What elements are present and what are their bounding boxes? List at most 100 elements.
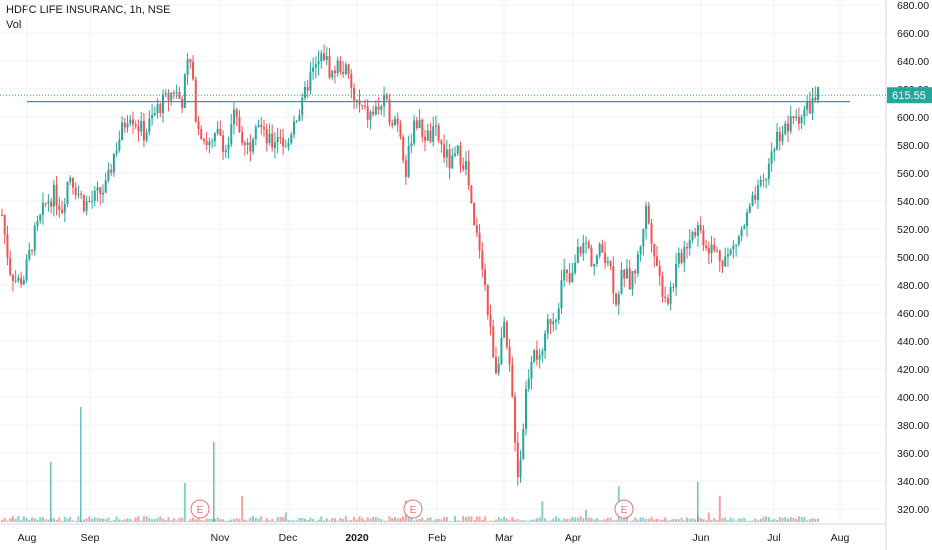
x-tick-label: Sep (81, 532, 100, 544)
candle-body (702, 229, 705, 246)
volume-bar (429, 517, 432, 522)
volume-bar (538, 517, 541, 522)
candle-body (25, 259, 28, 280)
volume-bar (230, 519, 233, 522)
last-price-badge (887, 87, 932, 104)
candle-body (14, 280, 17, 282)
candle-body (336, 60, 339, 74)
volume-bar (735, 520, 738, 522)
candle-body (82, 195, 85, 212)
x-tick-label: Aug (831, 532, 850, 544)
candle-body (464, 161, 467, 170)
volume-bar (601, 520, 604, 522)
volume-bar (702, 519, 705, 522)
volume-bar (710, 519, 713, 522)
volume-bar (759, 518, 762, 522)
candle-body (162, 94, 165, 114)
candle-body (544, 333, 547, 351)
candle-body (478, 233, 481, 251)
candle-body (486, 285, 489, 315)
candle-body (58, 205, 61, 210)
volume-bar (658, 519, 661, 522)
y-tick-label: 680.00 (897, 0, 929, 12)
volume-bar (817, 518, 819, 522)
candle-body (789, 116, 792, 132)
volume-bar (276, 517, 279, 522)
candle-body (609, 261, 612, 267)
candle-body (295, 120, 298, 122)
volume-bar (732, 518, 735, 522)
volume-bar (691, 518, 694, 522)
candle-body (786, 123, 789, 132)
candle-body (361, 104, 364, 106)
candle-body (355, 100, 358, 102)
candle-body (224, 149, 227, 152)
candle-body (93, 190, 96, 201)
volume-bar (516, 518, 519, 522)
candle-body (658, 265, 661, 276)
volume-bar (178, 517, 181, 522)
candle-body (748, 205, 751, 213)
candle-body (369, 111, 372, 120)
candle-body (448, 149, 451, 169)
volume-bar (243, 519, 246, 522)
candle-body (421, 119, 424, 137)
volume-bar (737, 518, 740, 522)
volume-bar (415, 519, 418, 522)
candle-body (6, 234, 9, 259)
volume-bar (1, 519, 3, 522)
volume-bar (344, 516, 347, 522)
candle-body (402, 136, 405, 161)
candle-body (484, 269, 487, 286)
candle-body (579, 247, 582, 254)
candle-body (181, 98, 184, 109)
volume-bar (751, 520, 754, 522)
candle-body (598, 244, 601, 256)
earnings-event-marker[interactable] (403, 499, 423, 519)
candle-body (653, 243, 656, 257)
volume-bar (776, 520, 779, 522)
volume-bar (778, 517, 781, 522)
candle-body (101, 192, 104, 195)
volume-bar (555, 516, 558, 522)
candle-body (246, 142, 249, 145)
candle-body (22, 279, 25, 285)
candle-body (454, 153, 457, 156)
candle-body (44, 202, 47, 204)
volume-bar (123, 519, 126, 522)
volume-bar (639, 517, 642, 522)
candle-body (189, 59, 192, 62)
y-tick-label: 520.00 (897, 224, 929, 236)
volume-bar (546, 520, 549, 522)
earnings-event-marker[interactable] (614, 499, 634, 519)
volume-bar (99, 518, 102, 522)
candle-body (52, 184, 55, 207)
candle-body (317, 61, 320, 65)
candle-body (560, 280, 563, 309)
candle-body (770, 151, 773, 164)
earnings-event-marker[interactable] (190, 499, 210, 519)
volume-bar (773, 519, 776, 522)
candle-body (232, 109, 235, 125)
volume-bar (789, 517, 792, 522)
candle-body (631, 271, 634, 290)
volume-bar (565, 518, 568, 522)
candle-body (279, 137, 282, 139)
candle-body (724, 256, 727, 267)
volume-bar (579, 516, 582, 522)
y-tick-label: 380.00 (897, 420, 929, 432)
volume-bar (63, 516, 66, 522)
volume-bar (544, 518, 547, 522)
volume-bar (211, 518, 214, 522)
candle-body (202, 138, 205, 141)
candle-body (776, 131, 779, 150)
volume-bar (448, 520, 451, 522)
candle-body (707, 247, 710, 254)
volume-bar (478, 516, 481, 522)
candle-body (134, 124, 137, 127)
candle-body (31, 249, 34, 251)
candle-body (142, 121, 145, 141)
volume-bar (118, 519, 121, 522)
volume-bar (88, 516, 91, 522)
